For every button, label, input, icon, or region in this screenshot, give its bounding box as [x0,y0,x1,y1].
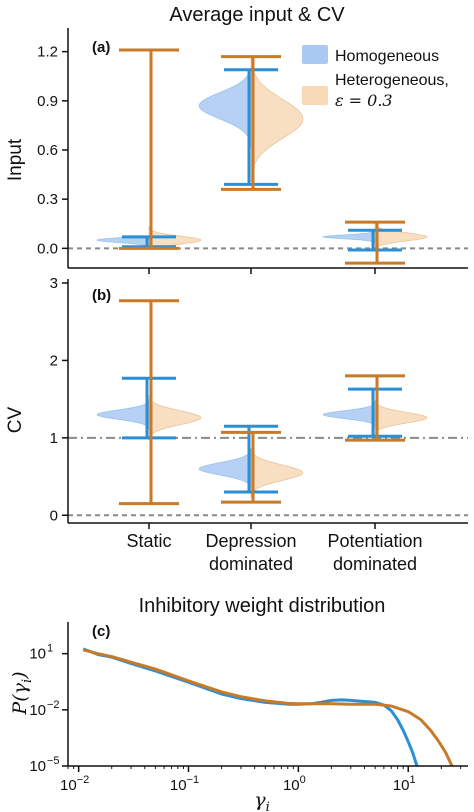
legend-label-heterogeneous: Heterogeneous, [335,72,449,89]
legend-label-homogeneous: Homogeneous [335,48,439,65]
panel-c: Inhibitory weight distribution 10−2 10−1 1… [9,595,468,812]
panel-c-xlabel: γi [254,789,270,812]
a-ytick-label-0: 0.0 [37,240,58,257]
category-label-static: Static [126,531,171,551]
a-ytick-label-4: 1.2 [37,44,58,61]
panel-c-label: (c) [92,623,110,640]
panel-c-xtick-label-1: 10−1 [170,774,199,794]
a-violin-homogeneous-0 [96,236,150,248]
a-violin-homogeneous-1 [198,69,252,149]
a-violin-homogeneous-2 [322,230,376,244]
b-violin-heterogeneous-0 [148,395,202,441]
panel-b-whiskers [119,299,405,506]
legend-swatch-homogeneous [302,45,328,64]
panel-b-label: (b) [92,287,111,304]
panel-b-ref-lines [68,436,468,517]
panel-c-ytick-label-1: 10 [29,702,46,719]
category-label-depression-2: dominated [209,554,293,574]
b-violin-heterogeneous-2 [374,399,428,436]
b-ytick-label-3: 3 [50,275,58,292]
panel-c-ylabel-close: ) [9,671,31,679]
panel-c-ylabel-sub: i [20,679,35,683]
b-ytick-label-0: 0 [50,507,58,524]
a-ytick-label-1: 0.3 [37,191,58,208]
panel-c-ytick-exp-1: −2 [47,699,60,711]
b-ytick-label-2: 2 [50,352,58,369]
panel-a-label: (a) [92,39,110,56]
panel-b: 0 1 2 3 (b) CV [5,275,468,529]
category-label-potentiation-2: dominated [333,554,417,574]
b-violin-homogeneous-0 [96,399,150,430]
panel-c-xlabel-main: γ [254,789,266,811]
category-label-potentiation: Potentiation [327,531,422,551]
panel-c-xlabel-sub: i [266,800,270,812]
a-ytick-label-2: 0.6 [37,142,58,159]
panel-a-ylabel: Input [5,138,26,181]
panel-c-ytick-label-2: 10 [29,646,46,663]
a-ytick-label-3: 0.9 [37,93,58,110]
a-violin-heterogeneous-2 [374,223,428,251]
panel-c-xtick-label-0: 10−2 [60,774,89,794]
b-ytick-label-1: 1 [50,430,58,447]
panel-a-whiskers [119,48,405,265]
panel-a: 0.0 0.3 0.6 0.9 1.2 (a) Input Homogeneous He… [5,28,468,274]
panel-c-title: Inhibitory weight distribution [139,595,386,617]
figure-title: Average input & CV [169,4,345,26]
panel-c-ylabel-main: P(γ [9,682,31,715]
a-violin-heterogeneous-1 [250,56,304,183]
panel-c-xtick-label-2: 100 [283,774,306,794]
panel-a-axes: 0.0 0.3 0.6 0.9 1.2 [37,28,468,274]
panel-c-ytick-label-0: 10 [29,758,46,775]
legend-label-epsilon: ε = 0.3 [335,91,393,110]
panel-b-violins [96,395,428,498]
b-violin-heterogeneous-1 [250,447,304,498]
b-violin-homogeneous-2 [322,401,376,428]
category-labels: Static Depression dominated Potentiation… [126,531,422,574]
category-label-depression: Depression [205,531,296,551]
b-violin-homogeneous-1 [198,448,252,490]
panel-c-line-heterogeneous [82,648,454,767]
panel-c-line-homogeneous [82,647,419,767]
panel-c-xtick-label-3: 101 [393,774,416,794]
panel-c-ytick-exp-2: 1 [47,643,53,655]
panel-c-lines [82,647,454,767]
panel-b-ylabel: CV [5,406,26,433]
legend: Homogeneous Heterogeneous, ε = 0.3 [302,45,449,110]
legend-swatch-heterogeneous [302,86,328,105]
panel-c-ylabel: P(γi) [9,671,35,715]
panel-c-ytick-exp-0: −5 [47,755,60,767]
panel-b-axes: 0 1 2 3 [50,275,468,529]
